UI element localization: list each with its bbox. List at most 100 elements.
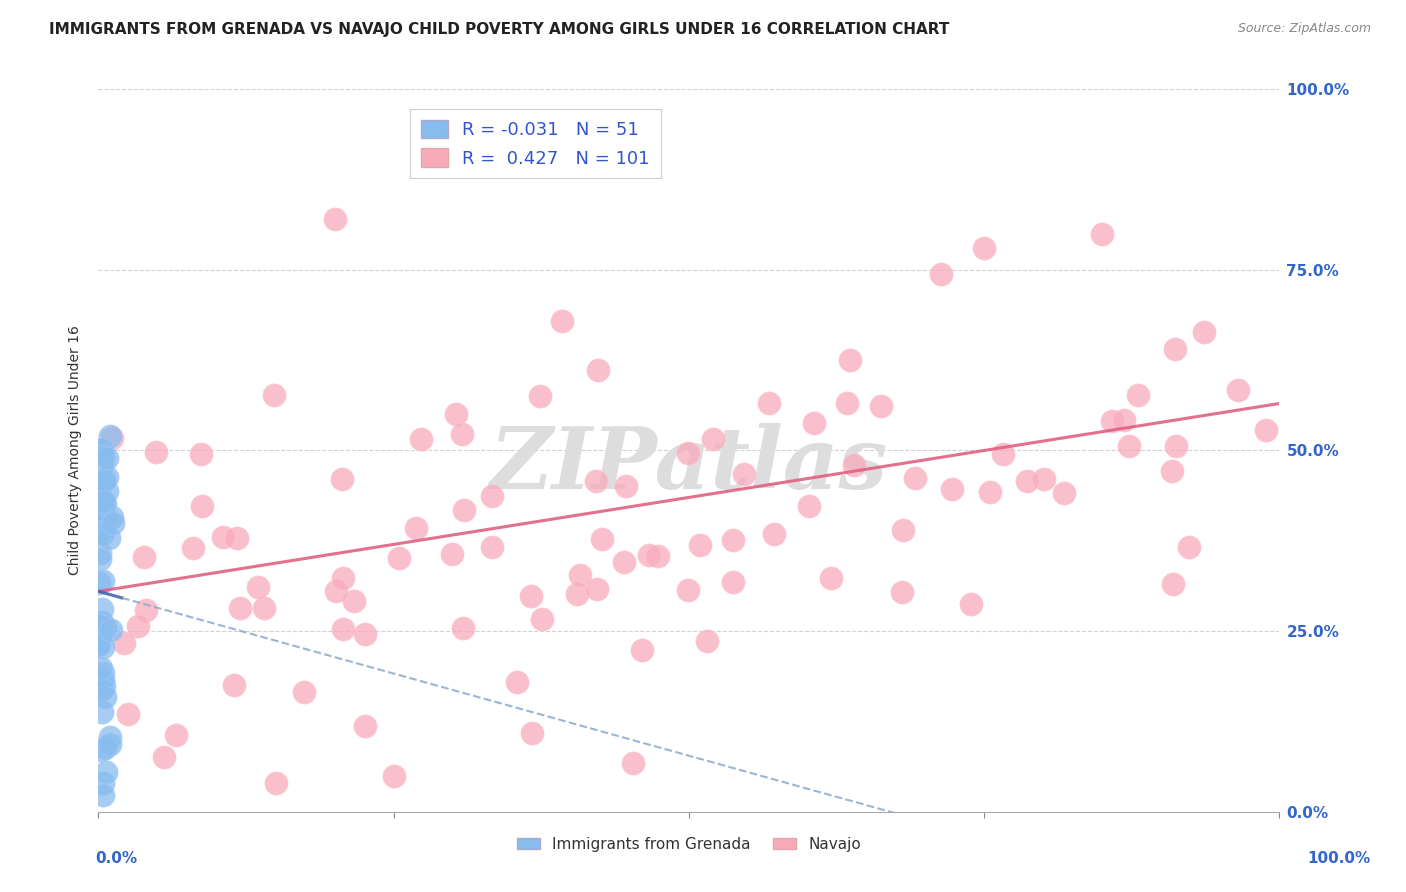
Point bbox=[145, 445, 167, 459]
Point bbox=[904, 471, 927, 485]
Point bbox=[91, 458, 114, 472]
Point bbox=[94, 509, 117, 524]
Point bbox=[440, 547, 463, 561]
Point bbox=[481, 489, 503, 503]
Point bbox=[87, 618, 110, 632]
Point bbox=[1192, 325, 1215, 339]
Point bbox=[405, 521, 427, 535]
Point bbox=[411, 432, 433, 446]
Point bbox=[585, 474, 607, 488]
Point bbox=[941, 482, 963, 496]
Point bbox=[135, 603, 157, 617]
Point bbox=[89, 624, 111, 638]
Point bbox=[869, 399, 891, 413]
Point bbox=[637, 548, 659, 562]
Point bbox=[132, 549, 155, 564]
Point bbox=[891, 585, 914, 599]
Point bbox=[323, 212, 346, 227]
Point bbox=[100, 623, 122, 637]
Point bbox=[797, 500, 820, 514]
Point bbox=[89, 443, 111, 458]
Point bbox=[90, 661, 112, 675]
Point bbox=[225, 532, 247, 546]
Point bbox=[1091, 227, 1114, 241]
Point bbox=[153, 750, 176, 764]
Point bbox=[253, 600, 276, 615]
Point bbox=[1101, 414, 1123, 428]
Point bbox=[98, 737, 121, 751]
Point bbox=[1164, 439, 1187, 453]
Point bbox=[97, 531, 120, 545]
Point bbox=[91, 442, 114, 456]
Point bbox=[446, 407, 468, 421]
Point bbox=[591, 532, 613, 546]
Point bbox=[1126, 388, 1149, 402]
Point bbox=[263, 387, 285, 401]
Point bbox=[343, 594, 366, 608]
Point bbox=[93, 690, 115, 705]
Point bbox=[530, 612, 553, 626]
Point bbox=[222, 678, 245, 692]
Point bbox=[87, 576, 110, 591]
Point bbox=[90, 502, 112, 516]
Point bbox=[520, 726, 543, 740]
Point bbox=[87, 501, 110, 516]
Point bbox=[330, 472, 353, 486]
Y-axis label: Child Poverty Among Girls Under 16: Child Poverty Among Girls Under 16 bbox=[69, 326, 83, 575]
Point bbox=[973, 241, 995, 255]
Point bbox=[453, 503, 475, 517]
Point bbox=[89, 639, 111, 653]
Point bbox=[101, 432, 124, 446]
Point bbox=[835, 395, 858, 409]
Point bbox=[91, 681, 114, 696]
Legend: Immigrants from Grenada, Navajo: Immigrants from Grenada, Navajo bbox=[510, 831, 868, 858]
Point bbox=[1015, 474, 1038, 488]
Point bbox=[98, 731, 121, 745]
Point bbox=[91, 640, 114, 655]
Point bbox=[93, 679, 115, 693]
Point bbox=[93, 472, 115, 486]
Point bbox=[586, 582, 609, 597]
Text: IMMIGRANTS FROM GRENADA VS NAVAJO CHILD POVERTY AMONG GIRLS UNDER 16 CORRELATION: IMMIGRANTS FROM GRENADA VS NAVAJO CHILD … bbox=[49, 22, 949, 37]
Point bbox=[616, 479, 638, 493]
Point bbox=[90, 623, 112, 637]
Point bbox=[228, 601, 250, 615]
Point bbox=[90, 502, 112, 516]
Point bbox=[94, 765, 117, 780]
Point bbox=[569, 567, 592, 582]
Point bbox=[758, 395, 780, 409]
Point bbox=[117, 707, 139, 722]
Point bbox=[94, 620, 117, 634]
Point bbox=[1118, 438, 1140, 452]
Point bbox=[979, 484, 1001, 499]
Point bbox=[382, 769, 405, 783]
Point bbox=[676, 582, 699, 597]
Point bbox=[820, 571, 842, 585]
Point bbox=[1164, 342, 1187, 356]
Point bbox=[127, 619, 149, 633]
Point bbox=[165, 728, 187, 742]
Point bbox=[96, 469, 118, 483]
Point bbox=[91, 666, 114, 681]
Point bbox=[481, 540, 503, 554]
Point bbox=[723, 533, 745, 548]
Point bbox=[190, 446, 212, 460]
Point bbox=[929, 268, 952, 282]
Point bbox=[839, 353, 862, 368]
Point bbox=[565, 587, 588, 601]
Point bbox=[1033, 472, 1056, 486]
Point bbox=[90, 615, 112, 629]
Point bbox=[1254, 423, 1277, 437]
Point bbox=[702, 432, 724, 446]
Point bbox=[1161, 576, 1184, 591]
Point bbox=[93, 527, 115, 541]
Point bbox=[101, 516, 124, 530]
Point bbox=[613, 555, 636, 569]
Point bbox=[332, 571, 354, 585]
Point bbox=[891, 524, 914, 538]
Point bbox=[89, 628, 111, 642]
Point bbox=[332, 623, 354, 637]
Point bbox=[1227, 383, 1250, 397]
Point bbox=[803, 416, 825, 430]
Point bbox=[87, 636, 110, 650]
